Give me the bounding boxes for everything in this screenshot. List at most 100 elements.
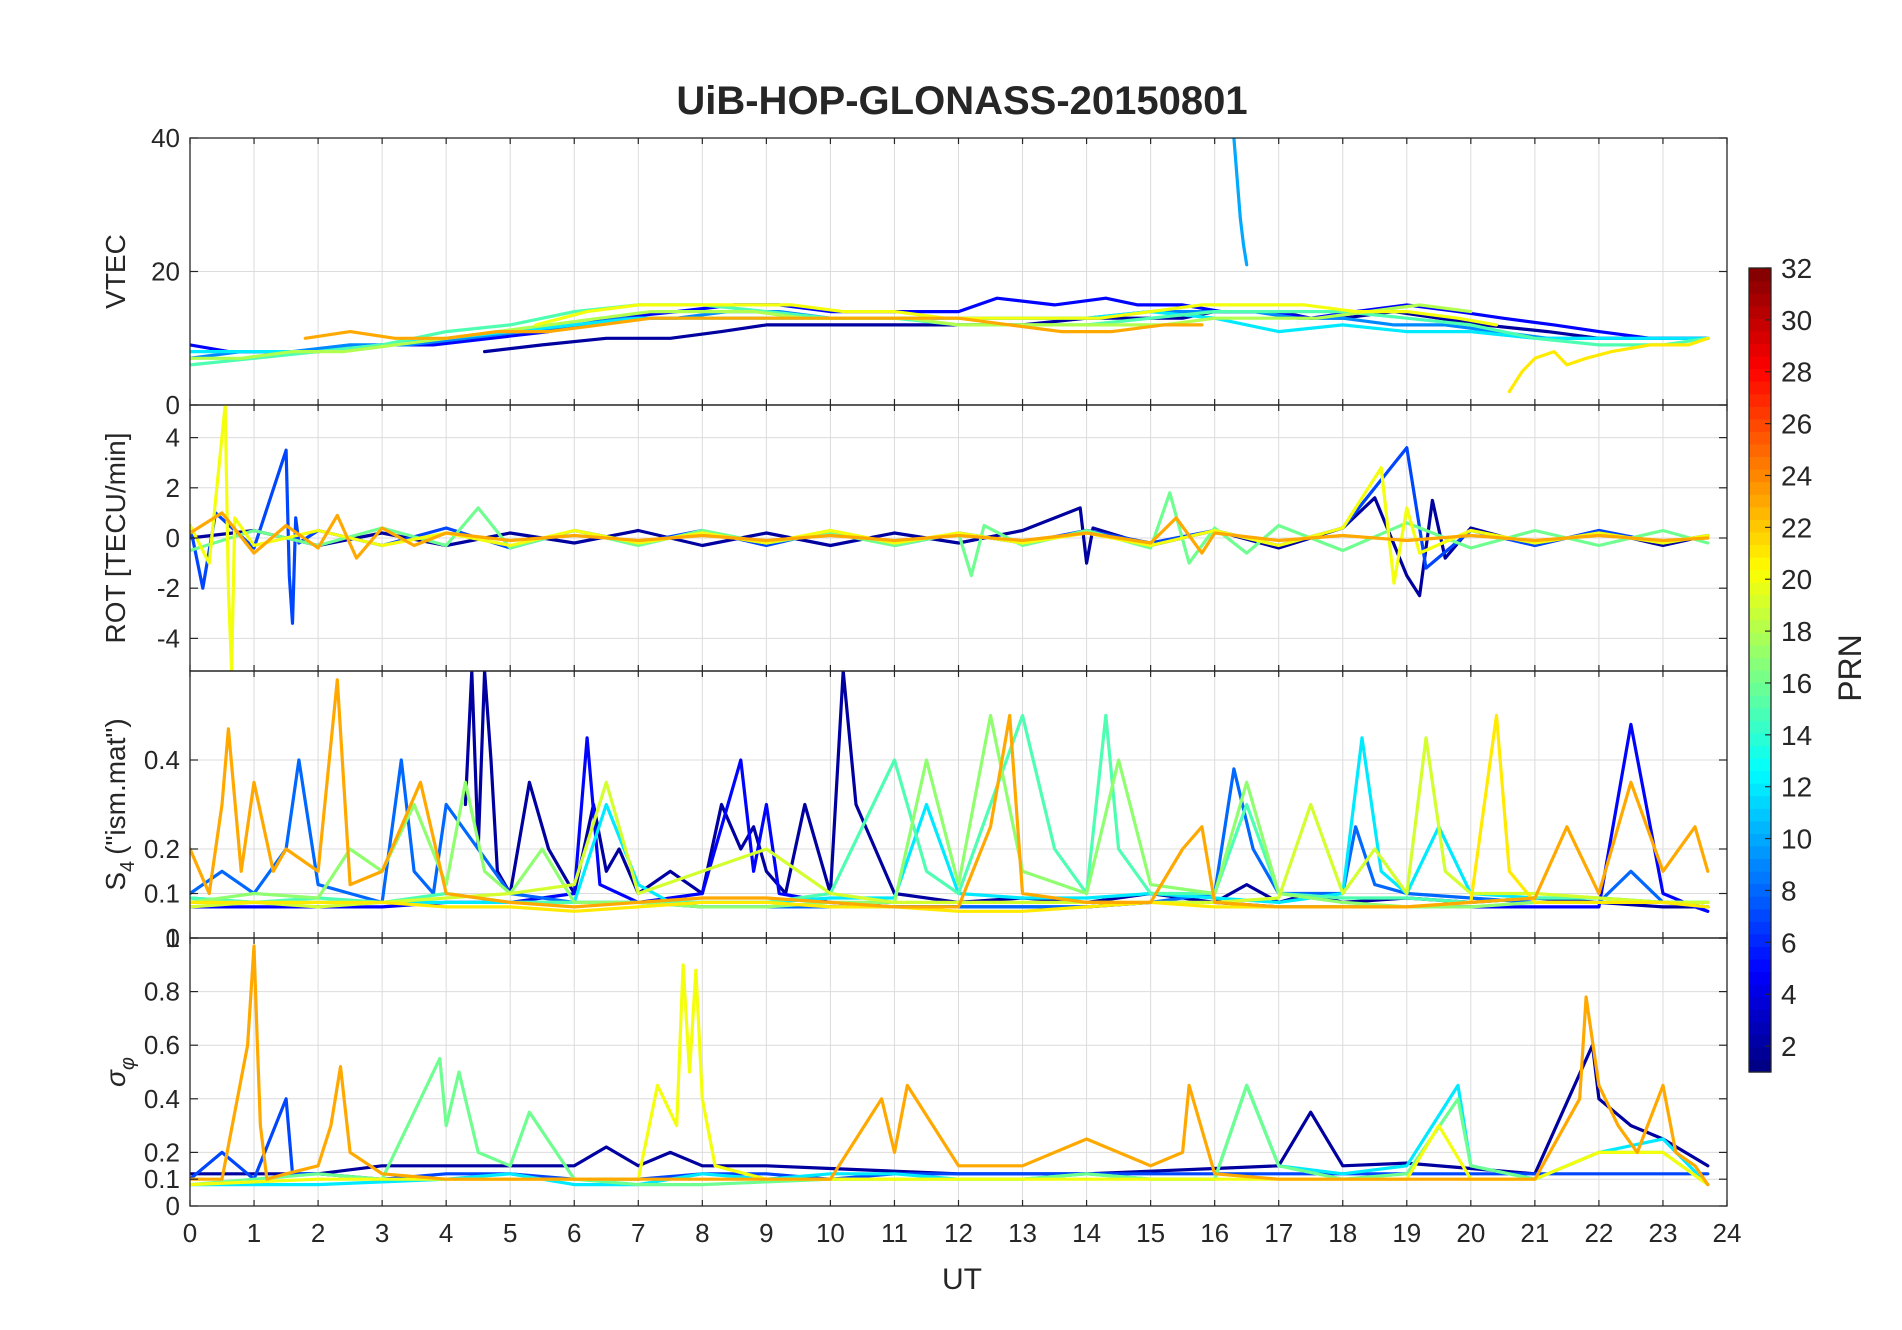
x-tick-label: 8 — [695, 1218, 709, 1248]
rot-grid — [190, 405, 1727, 671]
colorbar-segment — [1749, 469, 1771, 483]
colorbar-tick-label: 32 — [1781, 253, 1812, 284]
panel-s4: 0 0.1 0.2 0.4S4("ism.mat") — [100, 670, 1728, 953]
colorbar-segment — [1749, 368, 1771, 382]
x-tick-label: 1 — [247, 1218, 261, 1248]
colorbar-segment — [1749, 280, 1771, 294]
colorbar-segment — [1749, 1059, 1771, 1073]
rot-y-tick-label: 2 — [166, 473, 180, 503]
vtec-series-prn-23 — [303, 316, 1204, 340]
s4-y-tick-label: 0 — [166, 923, 180, 953]
x-tick-label: 4 — [439, 1218, 453, 1248]
x-tick-label: 22 — [1584, 1218, 1613, 1248]
colorbar-segment — [1749, 544, 1771, 558]
vtec-series-prn-2 — [483, 310, 1710, 354]
colorbar-tick-label: 24 — [1781, 460, 1812, 491]
sigma-y-tick-label: 0.2 — [144, 1137, 180, 1167]
colorbar-segment — [1749, 908, 1771, 922]
vtec-y-tick-label: 40 — [151, 123, 180, 153]
vtec-series-prn-10 — [1232, 138, 1249, 267]
colorbar-segment — [1749, 519, 1771, 533]
colorbar-tick-label: 14 — [1781, 720, 1812, 751]
colorbar-segment — [1749, 644, 1771, 659]
x-tick-label: 20 — [1456, 1218, 1485, 1248]
colorbar-segment — [1749, 971, 1771, 985]
s4-series-prn-21 — [190, 713, 1710, 913]
colorbar-segment — [1749, 406, 1771, 420]
s4-y-tick-label: 0.2 — [144, 834, 180, 864]
x-axis: 0 1 2 3 4 5 6 7 8 9 10 11 12 13 14 15 16 17 18 19 20 21 22 23 24 — [183, 1218, 1742, 1248]
sigma-y-tick-label: 1 — [166, 923, 180, 953]
colorbar-segment — [1749, 556, 1771, 571]
x-tick-label: 19 — [1392, 1218, 1421, 1248]
colorbar-segment — [1749, 355, 1771, 370]
vtec-series-prn-20 — [534, 303, 1499, 327]
x-tick-label: 5 — [503, 1218, 517, 1248]
panel-rot: -4 -2 0 2 4 ROT [TECU/min] — [100, 404, 1728, 672]
colorbar-segment — [1749, 456, 1771, 470]
colorbar-segment — [1749, 1034, 1771, 1048]
colorbar-segment — [1749, 381, 1771, 395]
s4-y-tick-label: 0.4 — [144, 745, 180, 775]
colorbar-segment — [1749, 858, 1771, 872]
x-tick-label: 18 — [1328, 1218, 1357, 1248]
colorbar-segment — [1749, 808, 1771, 822]
colorbar-tick-label: 2 — [1781, 1031, 1797, 1062]
x-tick-label: 12 — [944, 1218, 973, 1248]
rot-y-tick-label: -2 — [157, 573, 180, 603]
colorbar-segment — [1749, 531, 1771, 545]
colorbar-segment — [1749, 896, 1771, 910]
colorbar-segment — [1749, 431, 1771, 445]
x-axis-label: UT — [942, 1263, 982, 1296]
sigma-series-prn-23 — [190, 944, 1710, 1187]
x-tick-label: 7 — [631, 1218, 645, 1248]
s4-series-prn-17 — [190, 713, 1710, 909]
colorbar-segment — [1749, 268, 1771, 282]
x-tick-label: 3 — [375, 1218, 389, 1248]
colorbar-segment — [1749, 946, 1771, 960]
colorbar-segment — [1749, 1009, 1771, 1023]
colorbar-tick-label: 30 — [1781, 305, 1812, 336]
x-tick-label: 15 — [1136, 1218, 1165, 1248]
vtec-series-group — [190, 138, 1710, 394]
colorbar-frame — [1748, 267, 1772, 1073]
rot-series-prn-16 — [190, 491, 1710, 578]
sigma-y-tick-label: 0.1 — [144, 1164, 180, 1194]
x-tick-label: 23 — [1648, 1218, 1677, 1248]
colorbar-segment — [1749, 418, 1771, 432]
colorbar-segment — [1749, 582, 1771, 596]
x-tick-label: 16 — [1200, 1218, 1229, 1248]
colorbar-segment — [1749, 770, 1771, 784]
vtec-y-axis-label: VTEC — [100, 234, 131, 309]
x-tick-label: 21 — [1520, 1218, 1549, 1248]
colorbar-segment — [1749, 1046, 1771, 1061]
colorbar-segment — [1749, 996, 1771, 1010]
rot-y-tick-label: 0 — [166, 523, 180, 553]
x-tick-label: 6 — [567, 1218, 581, 1248]
vtec-series-prn-21 — [1507, 336, 1710, 394]
x-tick-label: 10 — [816, 1218, 845, 1248]
rot-series-group — [190, 405, 1710, 671]
colorbar-segment — [1749, 443, 1771, 458]
s4-series-prn-23 — [190, 678, 1710, 909]
colorbar-segment — [1749, 933, 1771, 947]
x-tick-label: 2 — [311, 1218, 325, 1248]
colorbar-segment — [1749, 393, 1771, 407]
colorbar-segment — [1749, 594, 1771, 608]
colorbar-segment — [1749, 745, 1771, 759]
colorbar-segment — [1749, 984, 1771, 998]
rot-series-prn-23 — [190, 511, 1710, 560]
colorbar-segment — [1749, 305, 1771, 319]
panel-vtec: 0 20 40 VTEC — [100, 123, 1728, 420]
sigma-y-tick-label: 0.8 — [144, 977, 180, 1007]
colorbar-segment — [1749, 670, 1771, 684]
colorbar-tick-label: 4 — [1781, 979, 1797, 1010]
colorbar-segment — [1749, 682, 1771, 696]
vtec-grid — [190, 138, 1727, 405]
s4-y-tick-label: 0.1 — [144, 879, 180, 909]
x-tick-label: 0 — [183, 1218, 197, 1248]
colorbar-segment — [1749, 833, 1771, 847]
s4-y-axis-label: S4("ism.mat") — [100, 718, 139, 890]
